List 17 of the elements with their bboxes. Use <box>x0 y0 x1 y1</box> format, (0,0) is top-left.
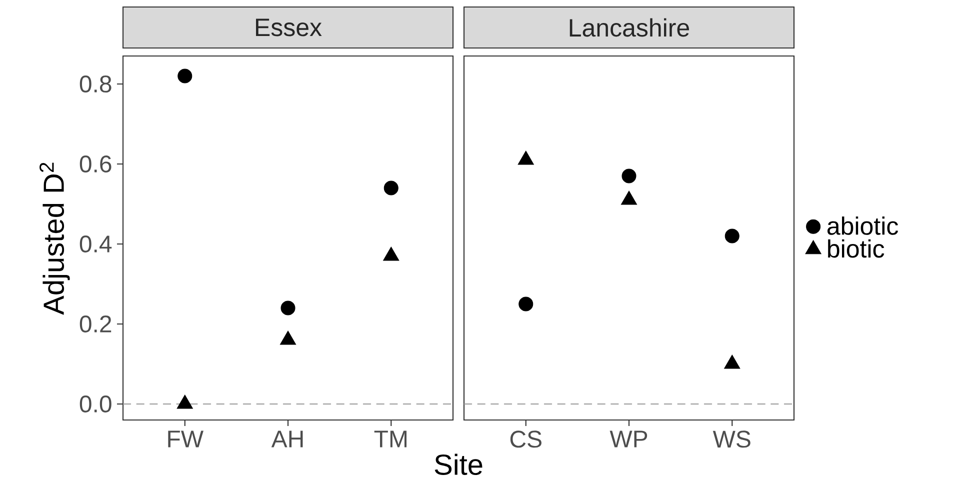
x-tick-label: WP <box>610 430 648 448</box>
chart-title: Lancashire <box>570 18 690 37</box>
x-tick-label: TM <box>374 430 406 448</box>
x-tick-label: AH <box>271 430 303 448</box>
y-tick-label: 0.6 <box>80 155 112 172</box>
legend-label: abiotic <box>827 216 898 235</box>
x-axis-title: Site <box>434 454 482 475</box>
y-tick-label: 0.8 <box>80 75 112 92</box>
x-tick-label: CS <box>510 430 542 448</box>
y-tick-label: 0.4 <box>80 235 112 252</box>
legend-label: biotic <box>828 239 884 258</box>
y-axis-title: Adjusted D$^{2}$ <box>40 162 70 315</box>
chart-title: Essex <box>256 18 322 36</box>
y-tick-label: 0.2 <box>80 315 112 332</box>
y-tick-label: 0.0 <box>80 395 112 412</box>
x-tick-label: WS <box>712 430 750 448</box>
x-tick-label: FW <box>168 430 204 448</box>
